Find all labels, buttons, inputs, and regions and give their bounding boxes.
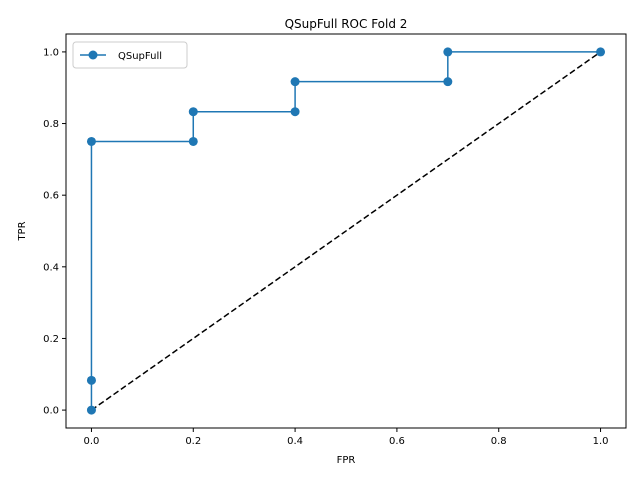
y-tick-label: 0.0 — [43, 406, 59, 417]
x-tick-label: 0.8 — [491, 436, 507, 447]
y-tick-label: 0.4 — [43, 262, 59, 273]
roc-data-point — [188, 107, 198, 117]
y-tick-label: 0.6 — [43, 191, 59, 202]
legend-marker-sample — [88, 50, 98, 60]
roc-data-point — [443, 47, 453, 57]
roc-data-point — [86, 136, 96, 146]
legend-label: QSupFull — [118, 51, 162, 62]
x-tick-label: 0.2 — [185, 436, 201, 447]
roc-curve-line — [90, 51, 601, 411]
random-classifier-line — [91, 51, 601, 411]
x-axis-label: FPR — [337, 455, 356, 466]
roc-data-point — [443, 77, 453, 87]
y-tick-label: 1.0 — [43, 47, 59, 58]
x-tick-label: 0.0 — [84, 436, 100, 447]
roc-data-point — [290, 77, 300, 87]
roc-data-point — [86, 375, 96, 385]
legend-box — [72, 41, 188, 69]
x-tick-label: 0.4 — [287, 436, 303, 447]
plot-area-frame — [65, 33, 627, 429]
y-axis-ticks: 0.0 0.2 0.4 0.6 0.8 1.0 — [43, 47, 66, 417]
series-group — [86, 47, 606, 415]
chart-title: QSupFull ROC Fold 2 — [285, 17, 408, 31]
x-axis-ticks: 0.0 0.2 0.4 0.6 0.8 1.0 — [84, 428, 609, 447]
roc-data-point — [596, 47, 606, 57]
x-tick-label: 0.6 — [389, 436, 405, 447]
roc-data-point — [188, 136, 198, 146]
y-tick-label: 0.8 — [43, 119, 59, 130]
legend: QSupFull — [72, 41, 188, 69]
y-axis-label: TPR — [17, 221, 28, 241]
y-tick-label: 0.2 — [43, 334, 59, 345]
reference-diagonal-line — [91, 51, 601, 411]
roc-data-point — [290, 107, 300, 117]
x-tick-label: 1.0 — [593, 436, 609, 447]
roc-data-point — [86, 405, 96, 415]
